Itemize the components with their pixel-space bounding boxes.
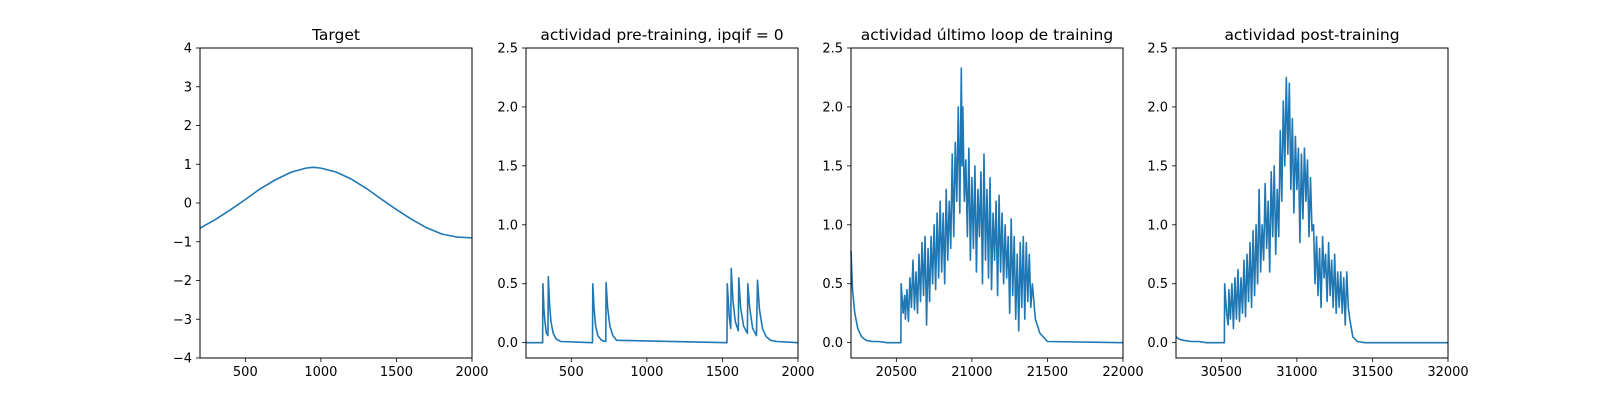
y-tick-label: 0.0 <box>1147 336 1168 351</box>
subplot-title: actividad post-training <box>1224 26 1399 44</box>
axes-frame <box>1175 47 1449 359</box>
x-tick-label: 1000 <box>630 365 663 380</box>
y-tick-label: 2.0 <box>497 100 518 115</box>
subplot-pre-training: actividad pre-training, ipqif = 0 500 100… <box>497 26 814 380</box>
y-tick-label: 0.5 <box>497 277 518 292</box>
y-tick-label: 2.5 <box>822 42 843 57</box>
plot-area <box>199 166 473 239</box>
x-tick-label: 22000 <box>1102 365 1143 380</box>
plot-area <box>850 67 1124 344</box>
y-tick-label: 3 <box>184 80 192 95</box>
y-tick-label: −1 <box>173 235 192 250</box>
y-tick-label: 0.5 <box>822 277 843 292</box>
series-line-0 <box>526 267 799 344</box>
y-tick-label: −2 <box>173 274 192 289</box>
y-tick-label: 1.0 <box>1147 218 1168 233</box>
y-tick-label: 1.5 <box>497 159 518 174</box>
axes-frame <box>525 47 799 359</box>
y-tick-label: 1.0 <box>822 218 843 233</box>
series-line-0 <box>850 67 1124 344</box>
x-tick-label: 31000 <box>1276 365 1317 380</box>
x-tick-label: 21500 <box>1027 365 1068 380</box>
y-tick-label: 2.5 <box>497 42 518 57</box>
y-tick-label: 1.0 <box>497 218 518 233</box>
x-tick-label: 21000 <box>951 365 992 380</box>
subplot-last-training-loop: actividad último loop de training 20500 2… <box>822 26 1143 380</box>
y-tick-label: 2.0 <box>822 100 843 115</box>
subplot-title: Target <box>311 26 360 44</box>
x-tick-label: 500 <box>233 365 258 380</box>
y-tick-label: 1.5 <box>1147 159 1168 174</box>
x-tick-label: 31500 <box>1352 365 1393 380</box>
x-tick-label: 20500 <box>876 365 917 380</box>
y-tick-label: 2.5 <box>1147 42 1168 57</box>
y-tick-label: 1.5 <box>822 159 843 174</box>
y-tick-label: 0 <box>184 197 192 212</box>
x-tick-label: 1500 <box>706 365 739 380</box>
subplot-target: Target 500 1000 1500 2000 −4 −3 −2 −1 0 1 2 3 4 <box>173 26 489 380</box>
x-tick-label: 500 <box>559 365 584 380</box>
y-tick-label: 4 <box>184 42 192 57</box>
x-tick-label: 1000 <box>304 365 337 380</box>
axes-frame <box>850 47 1124 359</box>
subplot-post-training: actividad post-training 30500 31000 31500 3… <box>1147 26 1468 380</box>
y-tick-label: 0.0 <box>822 336 843 351</box>
y-tick-label: 2 <box>184 119 192 134</box>
x-tick-label: 30500 <box>1201 365 1242 380</box>
y-tick-label: −3 <box>173 313 192 328</box>
y-tick-label: 0.0 <box>497 336 518 351</box>
x-tick-label: 2000 <box>455 365 488 380</box>
subplot-title: actividad último loop de training <box>861 26 1113 44</box>
plot-area <box>1175 76 1448 344</box>
y-tick-label: 2.0 <box>1147 100 1168 115</box>
y-tick-label: 0.5 <box>1147 277 1168 292</box>
subplot-title: actividad pre-training, ipqif = 0 <box>540 26 783 44</box>
x-tick-label: 2000 <box>781 365 814 380</box>
y-tick-label: 1 <box>184 158 192 173</box>
series-line-0 <box>1175 76 1448 344</box>
x-tick-label: 32000 <box>1427 365 1468 380</box>
x-tick-label: 1500 <box>380 365 413 380</box>
plot-area <box>526 267 799 344</box>
series-line-0 <box>199 166 473 239</box>
y-tick-label: −4 <box>173 352 192 367</box>
